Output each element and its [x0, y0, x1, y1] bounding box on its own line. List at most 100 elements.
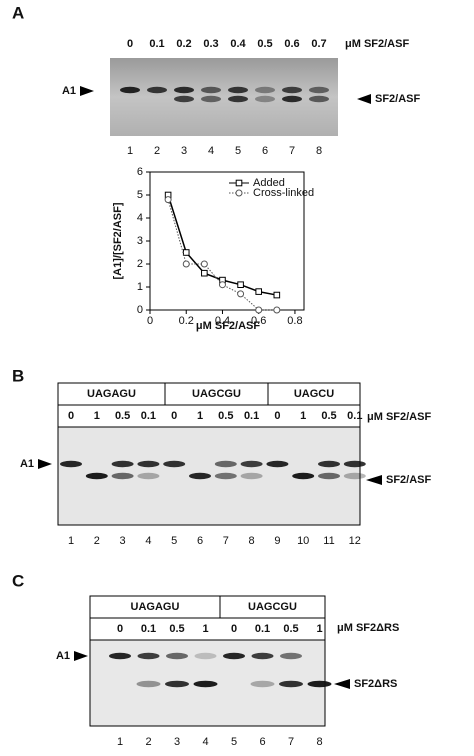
concentration: 0.5 [218, 410, 233, 422]
lane-number: 2 [145, 736, 151, 748]
y-tick-label: 4 [137, 212, 143, 224]
concentration: 0.1 [141, 623, 156, 635]
lane-number: 3 [120, 535, 126, 547]
marker [255, 306, 263, 314]
marker [235, 179, 243, 187]
concentration: 0.4 [230, 38, 246, 50]
unit-label: μM SF2/ASF [367, 411, 431, 423]
gel-band [174, 95, 194, 103]
lane-number: 1 [117, 736, 123, 748]
group-label: UAGAGU [131, 601, 180, 613]
gel-band [165, 680, 189, 688]
lane-number: 7 [223, 535, 229, 547]
concentration: 1 [202, 623, 208, 635]
gel-band [137, 460, 160, 468]
x-axis-label: μM SF2/ASF [196, 320, 260, 332]
marker [273, 306, 281, 314]
gel-band [282, 95, 302, 103]
concentration: 0 [231, 623, 237, 635]
panel-label: A [12, 3, 24, 22]
gel-band [147, 86, 167, 94]
legend-label: Added [253, 177, 285, 189]
arrow [38, 459, 52, 469]
lane-number: 5 [235, 145, 241, 157]
lane-number: 6 [197, 535, 203, 547]
y-tick-label: 5 [137, 189, 143, 201]
band-label: A1 [20, 458, 34, 470]
concentration: 0.1 [244, 410, 259, 422]
lane-number: 8 [249, 535, 255, 547]
lane-number: 3 [174, 736, 180, 748]
arrow [334, 679, 350, 689]
y-tick-label: 1 [137, 281, 143, 293]
lane-number: 10 [297, 535, 309, 547]
concentration: 0.5 [283, 623, 298, 635]
concentration: 1 [316, 623, 322, 635]
gel-band [111, 460, 134, 468]
y-tick-label: 6 [137, 166, 143, 178]
legend-label: Cross-linked [253, 187, 314, 199]
gel-band [240, 460, 263, 468]
band-label: SF2/ASF [386, 474, 432, 486]
gel-band [266, 460, 289, 468]
concentration: 0 [68, 410, 74, 422]
band-label: A1 [56, 650, 70, 662]
arrow [357, 94, 371, 104]
y-tick-label: 2 [137, 258, 143, 270]
concentration: 0.1 [347, 410, 362, 422]
marker [237, 281, 244, 288]
concentration: 0 [117, 623, 123, 635]
gel-band [309, 86, 329, 94]
marker [164, 196, 172, 204]
marker [235, 189, 243, 197]
gel-band [228, 95, 248, 103]
concentration: 0.6 [284, 38, 299, 50]
lane-number: 6 [259, 736, 265, 748]
gel-band [280, 652, 302, 660]
group-label: UAGAGU [87, 388, 136, 400]
gel-band [223, 652, 245, 660]
concentration: 1 [197, 410, 203, 422]
concentration: 0.5 [321, 410, 336, 422]
lane-number: 11 [323, 535, 334, 547]
marker [182, 249, 190, 256]
lane-number: 1 [68, 535, 74, 547]
panel-label: B [12, 366, 24, 385]
concentration: 0 [127, 38, 133, 50]
gel-band [282, 86, 302, 94]
gel-band [214, 460, 237, 468]
concentration: 0.2 [176, 38, 191, 50]
concentration: 0.5 [169, 623, 184, 635]
lane-number: 4 [202, 736, 208, 748]
lane-number: 7 [289, 145, 295, 157]
y-axis-label: [A1]/[SF2/ASF] [112, 202, 124, 279]
x-tick-label: 0.8 [287, 315, 302, 327]
concentration: 0.1 [141, 410, 156, 422]
lane-number: 6 [262, 145, 268, 157]
concentration: 1 [94, 410, 100, 422]
gel-band [201, 86, 221, 94]
gel-band [120, 86, 140, 94]
gel-band [228, 86, 248, 94]
x-tick-label: 0 [147, 315, 153, 327]
concentration: 0.5 [115, 410, 130, 422]
lane-number: 7 [288, 736, 294, 748]
gel-band [166, 652, 188, 660]
group-label: UAGCGU [192, 388, 241, 400]
lane-number: 2 [94, 535, 100, 547]
marker [182, 260, 190, 268]
unit-label: μM SF2/ASF [345, 38, 409, 50]
lane-number: 12 [349, 535, 361, 547]
arrow [366, 475, 382, 485]
gel-band [318, 472, 340, 480]
gel-band [136, 680, 161, 688]
x-tick-label: 0.6 [251, 315, 266, 327]
concentration: 1 [300, 410, 306, 422]
gel-band [201, 95, 221, 103]
gel-band [255, 86, 275, 94]
gel-band [279, 680, 303, 688]
marker [255, 288, 263, 295]
concentration: 0 [171, 410, 177, 422]
gel-band [109, 652, 131, 660]
